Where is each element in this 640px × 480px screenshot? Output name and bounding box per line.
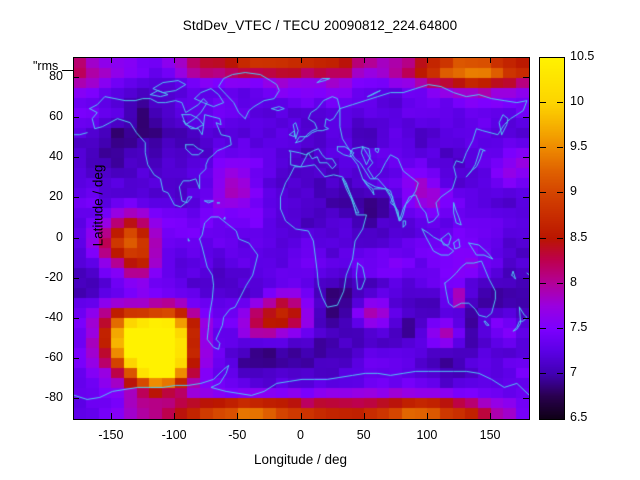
colorbar-tick-label: 10.5 — [570, 49, 595, 63]
x-tick-mark-top — [490, 57, 491, 63]
y-tick-mark — [73, 278, 79, 279]
y-tick-mark — [73, 77, 79, 78]
colorbar-tick-mark-right — [557, 283, 563, 284]
x-tick-mark — [237, 413, 238, 419]
colorbar-tick-mark-right — [557, 373, 563, 374]
x-tick-label: -100 — [161, 428, 187, 442]
x-tick-mark — [364, 413, 365, 419]
map-plot-area — [73, 57, 530, 420]
x-tick-label: 50 — [356, 428, 371, 442]
colorbar-tick-label: 6.5 — [570, 410, 588, 424]
y-tick-mark — [73, 358, 79, 359]
x-tick-mark-top — [237, 57, 238, 63]
y-tick-label: 0 — [56, 229, 63, 244]
y-tick-mark-right — [523, 117, 529, 118]
x-tick-mark — [427, 413, 428, 419]
colorbar-tick-label: 9 — [570, 184, 577, 199]
colorbar-tick-label: 7 — [570, 364, 577, 379]
y-tick-mark — [73, 318, 79, 319]
colorbar-tick-mark-right — [557, 328, 563, 329]
coastline-overlay-canvas — [74, 58, 529, 419]
y-axis-title: Latitude / deg — [90, 164, 106, 247]
x-tick-label: 0 — [297, 428, 304, 442]
y-tick-mark — [73, 398, 79, 399]
y-tick-mark-right — [523, 197, 529, 198]
y-tick-mark-right — [523, 278, 529, 279]
x-tick-mark-top — [111, 57, 112, 63]
colorbar-tick-label: 8.5 — [570, 229, 588, 244]
colorbar-tick-label: 9.5 — [570, 139, 588, 154]
x-tick-mark-top — [301, 57, 302, 63]
x-tick-mark — [490, 413, 491, 419]
y-tick-label: 40 — [49, 149, 63, 164]
colorbar-tick-mark-right — [557, 147, 563, 148]
y-tick-label: -40 — [44, 309, 63, 324]
colorbar-tick-mark — [540, 328, 546, 329]
x-tick-mark-top — [364, 57, 365, 63]
y-tick-label: -80 — [44, 389, 63, 404]
colorbar-tick-mark-right — [557, 192, 563, 193]
y-tick-mark — [73, 238, 79, 239]
x-tick-label: -150 — [98, 428, 124, 442]
x-tick-mark — [174, 413, 175, 419]
y-tick-mark-right — [523, 238, 529, 239]
y-tick-mark-right — [523, 77, 529, 78]
colorbar-tick-mark-right — [557, 238, 563, 239]
x-tick-mark — [301, 413, 302, 419]
y-tick-label: 80 — [49, 69, 63, 84]
key-label-artifact: "rms — [33, 59, 59, 73]
x-tick-mark-top — [174, 57, 175, 63]
y-tick-mark-right — [523, 358, 529, 359]
key-sample-line — [62, 70, 75, 71]
y-tick-label: 20 — [49, 189, 63, 204]
y-tick-mark — [73, 157, 79, 158]
colorbar-tick-label: 10 — [570, 94, 584, 109]
x-tick-mark — [111, 413, 112, 419]
colorbar-tick-mark — [540, 192, 546, 193]
y-tick-label: -20 — [44, 269, 63, 284]
colorbar-tick-mark — [540, 373, 546, 374]
x-tick-mark-top — [427, 57, 428, 63]
y-tick-mark — [73, 117, 79, 118]
x-tick-label: 100 — [416, 428, 438, 442]
colorbar-tick-mark — [540, 283, 546, 284]
x-axis-title: Longitude / deg — [253, 452, 348, 467]
colorbar-tick-mark — [540, 147, 546, 148]
colorbar-tick-label: 8 — [570, 274, 577, 289]
colorbar-tick-label: 7.5 — [570, 319, 588, 334]
x-tick-label: 150 — [479, 428, 501, 442]
colorbar-tick-mark — [540, 102, 546, 103]
colorbar-tick-mark-right — [557, 102, 563, 103]
x-tick-label: -50 — [228, 428, 247, 442]
y-tick-label: -60 — [44, 349, 63, 364]
colorbar-tick-mark — [540, 238, 546, 239]
y-tick-mark-right — [523, 157, 529, 158]
y-tick-mark-right — [523, 318, 529, 319]
y-tick-label: 60 — [49, 109, 63, 124]
page-title: StdDev_VTEC / TECU 20090812_224.64800 — [182, 18, 458, 33]
y-tick-mark-right — [523, 398, 529, 399]
y-tick-mark — [73, 197, 79, 198]
